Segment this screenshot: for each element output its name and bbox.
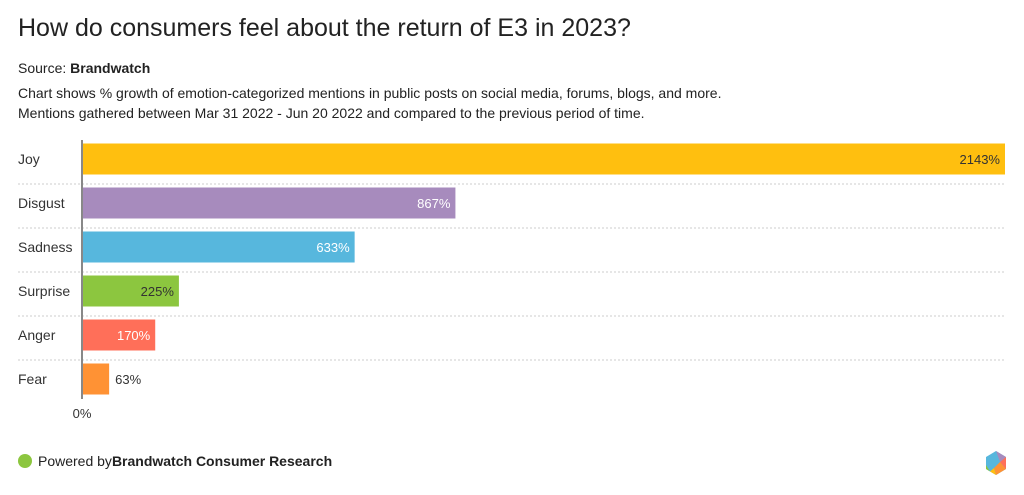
data-label: 867%	[417, 196, 451, 211]
description-line: Mentions gathered between Mar 31 2022 - …	[18, 105, 645, 121]
category-label: Fear	[18, 371, 47, 387]
bar-anger	[82, 319, 156, 351]
data-label: 2143%	[960, 152, 1001, 167]
data-label: 170%	[117, 328, 151, 343]
footer-brand: Brandwatch Consumer Research	[111, 453, 333, 469]
category-label: Joy	[18, 151, 40, 167]
bar-surprise	[82, 275, 179, 307]
bar-disgust	[82, 187, 456, 219]
category-label: Anger	[18, 327, 56, 343]
bar-fear	[82, 363, 110, 395]
bar-chart: Joy 2143% Disgust 867% Sadness 633% Surprise 22…	[18, 140, 1005, 421]
data-label: 63%	[115, 372, 141, 387]
bar-sadness	[82, 231, 355, 263]
description: Chart shows % growth of emotion-categori…	[18, 83, 721, 123]
source-name: Brandwatch	[70, 60, 151, 76]
brandwatch-logo-icon	[986, 451, 1006, 475]
data-label: 225%	[141, 284, 175, 299]
brand-dot-icon	[18, 454, 32, 468]
category-label: Sadness	[18, 239, 72, 255]
source: Source: Brandwatch	[18, 60, 150, 76]
category-label: Disgust	[18, 195, 65, 211]
footer-prefix: Powered by	[38, 453, 112, 469]
data-label: 633%	[316, 240, 350, 255]
source-label: Source:	[18, 60, 71, 76]
description-line: Chart shows % growth of emotion-categori…	[18, 85, 722, 101]
bar-joy	[82, 143, 1005, 175]
x-tick-label: 0%	[73, 406, 92, 421]
category-label: Surprise	[18, 283, 70, 299]
chart-title: How do consumers feel about the return o…	[18, 14, 631, 42]
footer: Powered by Brandwatch Consumer Research	[18, 453, 332, 469]
